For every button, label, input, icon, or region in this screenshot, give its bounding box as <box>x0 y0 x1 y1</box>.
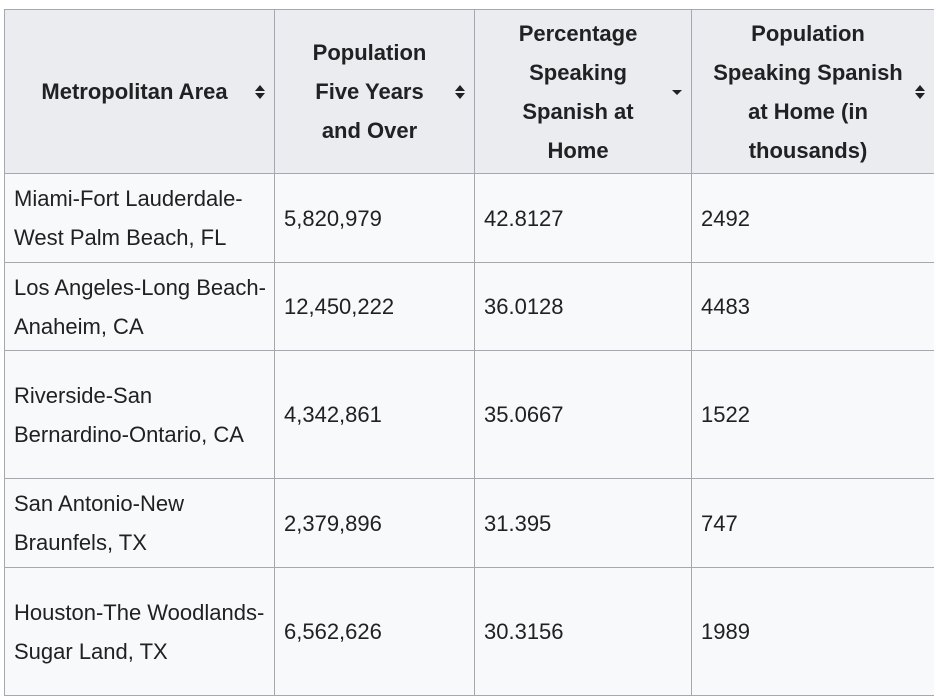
cell-percentage: 30.3156 <box>474 567 692 696</box>
cell-population: 6,562,626 <box>274 567 475 696</box>
cell-percentage: 35.0667 <box>474 350 692 479</box>
header-label: Percentage Speaking Spanish at Home <box>518 20 638 163</box>
cell-spanish-thousands: 4483 <box>691 262 934 351</box>
table-row: San Antonio-New Braunfels, TX 2,379,896 … <box>4 478 934 568</box>
cell-population: 4,342,861 <box>274 350 475 479</box>
cell-metro: San Antonio-New Braunfels, TX <box>4 478 275 568</box>
cell-spanish-thousands: 747 <box>691 478 934 568</box>
cell-percentage: 31.395 <box>474 478 692 568</box>
cell-metro: Houston-The Woodlands-Sugar Land, TX <box>4 567 275 696</box>
data-table-container: Metropolitan Area Population Five Years … <box>4 9 934 699</box>
table-row: Riverside-San Bernardino-Ontario, CA 4,3… <box>4 350 934 479</box>
sort-both-icon[interactable] <box>454 83 466 101</box>
cell-percentage: 42.8127 <box>474 173 692 263</box>
table-row: Miami-Fort Lauderdale-West Palm Beach, F… <box>4 173 934 263</box>
header-population-five-years[interactable]: Population Five Years and Over <box>274 9 475 174</box>
table-row: Los Angeles-Long Beach-Anaheim, CA 12,45… <box>4 262 934 351</box>
cell-metro: Los Angeles-Long Beach-Anaheim, CA <box>4 262 275 351</box>
cell-population: 12,450,222 <box>274 262 475 351</box>
sort-both-icon[interactable] <box>254 83 266 101</box>
cell-population: 5,820,979 <box>274 173 475 263</box>
sort-both-icon[interactable] <box>914 83 926 101</box>
cell-metro: Miami-Fort Lauderdale-West Palm Beach, F… <box>4 173 275 263</box>
cell-spanish-thousands: 1522 <box>691 350 934 479</box>
header-label: Population Speaking Spanish at Home (in … <box>713 20 903 163</box>
sort-descending-icon[interactable] <box>671 83 683 101</box>
header-row: Metropolitan Area Population Five Years … <box>4 9 934 174</box>
cell-population: 2,379,896 <box>274 478 475 568</box>
cell-spanish-thousands: 2492 <box>691 173 934 263</box>
header-metropolitan-area[interactable]: Metropolitan Area <box>4 9 275 174</box>
metro-spanish-table: Metropolitan Area Population Five Years … <box>4 9 934 696</box>
header-population-spanish-thousands[interactable]: Population Speaking Spanish at Home (in … <box>691 9 934 174</box>
header-label: Population Five Years and Over <box>312 40 427 143</box>
cell-spanish-thousands: 1989 <box>691 567 934 696</box>
cell-metro: Riverside-San Bernardino-Ontario, CA <box>4 350 275 479</box>
cell-percentage: 36.0128 <box>474 262 692 351</box>
header-percentage-spanish[interactable]: Percentage Speaking Spanish at Home <box>474 9 692 174</box>
header-label: Metropolitan Area <box>41 79 228 104</box>
table-row: Houston-The Woodlands-Sugar Land, TX 6,5… <box>4 567 934 696</box>
